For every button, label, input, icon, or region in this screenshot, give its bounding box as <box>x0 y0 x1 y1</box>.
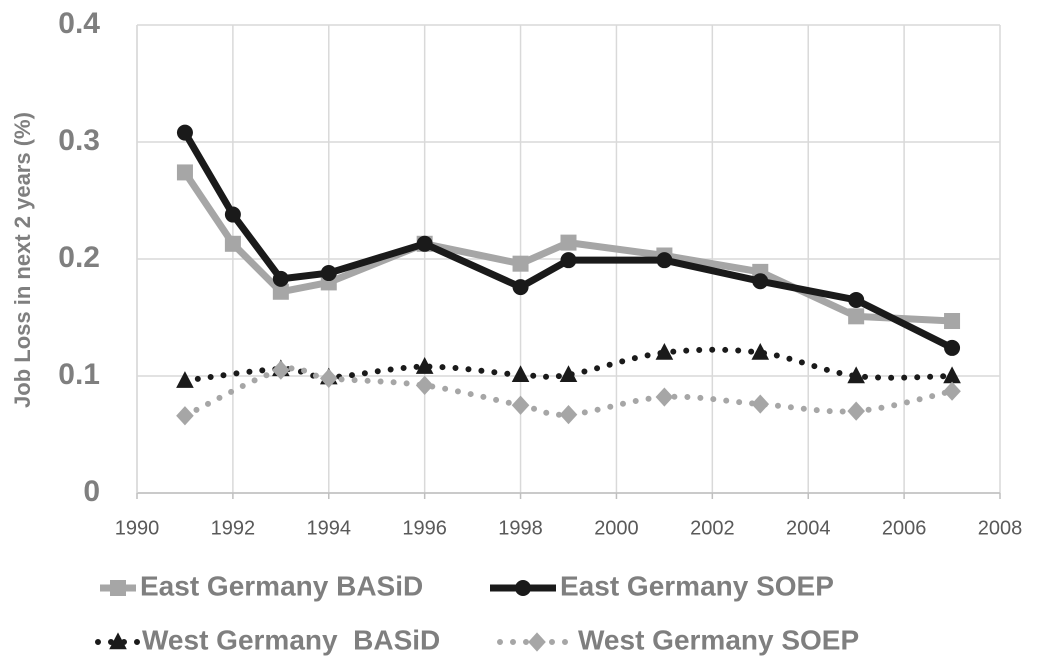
y-tick-label: 0.2 <box>58 241 100 274</box>
data-point <box>511 395 530 415</box>
series-line <box>181 346 956 384</box>
legend-label: East Germany SOEP <box>560 570 834 601</box>
y-tick-label: 0.1 <box>58 358 100 391</box>
x-tick-label: 2008 <box>978 517 1023 539</box>
data-point <box>272 283 289 300</box>
data-point <box>511 365 530 383</box>
data-point <box>943 366 961 384</box>
data-point <box>224 206 241 223</box>
legend-label: West Germany SOEP <box>578 624 859 655</box>
data-point <box>272 360 290 380</box>
x-tick-label: 2004 <box>786 517 831 539</box>
series-line <box>181 365 956 419</box>
data-point <box>944 339 961 356</box>
data-point <box>176 406 194 426</box>
data-point <box>224 235 241 252</box>
data-point <box>847 401 865 421</box>
legend-label: West Germany BASiD <box>142 624 440 655</box>
y-tick-label: 0 <box>83 475 100 508</box>
data-point <box>943 381 961 401</box>
x-tick-label: 2002 <box>690 517 735 539</box>
data-point <box>655 343 674 360</box>
x-tick-label: 1998 <box>498 517 543 539</box>
y-tick-label: 0.3 <box>58 124 100 157</box>
x-tick-label: 1996 <box>402 517 447 539</box>
legend-marker <box>515 580 531 596</box>
x-tick-label: 1992 <box>211 517 256 539</box>
data-point <box>512 255 529 272</box>
data-point <box>751 394 770 414</box>
data-point <box>319 368 338 388</box>
data-point <box>751 343 770 360</box>
data-point <box>848 308 865 325</box>
data-point <box>559 365 578 383</box>
data-point <box>848 291 865 308</box>
data-point <box>176 124 193 141</box>
y-axis-label: Job Loss in next 2 years (%) <box>10 112 35 408</box>
data-point <box>272 270 289 287</box>
x-tick-label: 1994 <box>307 517 352 539</box>
data-point <box>752 273 769 290</box>
data-point <box>415 375 434 395</box>
data-point <box>320 265 337 282</box>
data-point <box>415 357 434 374</box>
y-tick-label: 0.4 <box>58 7 100 40</box>
data-point <box>655 387 674 407</box>
data-point <box>559 405 578 425</box>
legend-marker <box>110 580 126 596</box>
x-tick-label: 2000 <box>594 517 639 539</box>
x-tick-label: 2006 <box>882 517 927 539</box>
data-point <box>847 366 865 384</box>
data-point <box>416 235 433 252</box>
data-point <box>176 164 193 181</box>
legend-marker <box>528 632 546 652</box>
legend-label: East Germany BASiD <box>140 570 423 601</box>
data-point <box>512 279 529 296</box>
data-point <box>944 313 961 330</box>
data-point <box>560 252 577 269</box>
data-point <box>656 252 673 269</box>
legend-marker <box>109 632 127 650</box>
data-point <box>176 371 194 388</box>
x-tick-label: 1990 <box>115 517 160 539</box>
data-point <box>560 234 577 251</box>
